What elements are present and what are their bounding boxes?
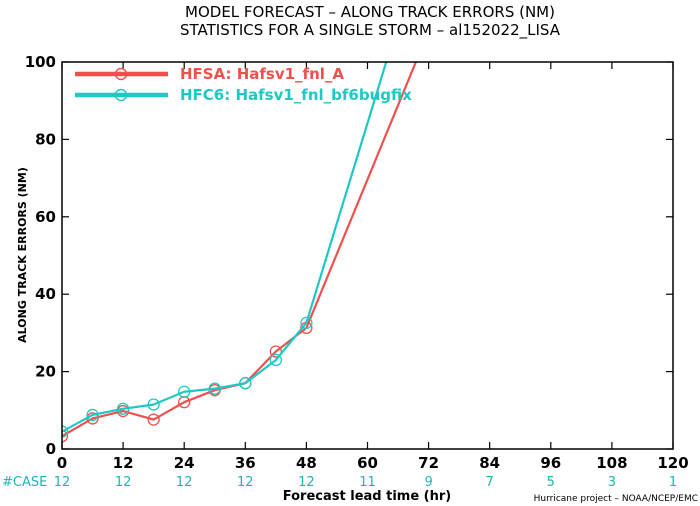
case-count: 3 [608, 475, 616, 490]
x-tick-label: 84 [479, 454, 500, 472]
x-tick-label: 108 [596, 454, 627, 472]
legend-swatch-marker [114, 88, 128, 102]
chart-subtitle: STATISTICS FOR A SINGLE STORM – al152022… [180, 21, 561, 40]
data-point [269, 345, 283, 358]
x-tick-label: 48 [296, 454, 317, 472]
data-point [116, 402, 130, 415]
legend-label: HFC6: Hafsv1_fnl_bf6bugfix [180, 86, 412, 104]
case-counts: #CASE 12 12 12 12 12 11 9 7 5 3 1 [2, 475, 677, 490]
case-count: 5 [547, 475, 555, 490]
chart-title: MODEL FORECAST – ALONG TRACK ERRORS (NM) [185, 3, 555, 21]
series-layer [62, 62, 418, 443]
series-line-1 [62, 62, 388, 433]
y-tick-label: 0 [46, 440, 56, 458]
x-ticks: 0 12 24 36 48 60 72 84 96 108 120 [57, 62, 689, 472]
case-count: 12 [54, 475, 71, 490]
case-count: 12 [237, 475, 254, 490]
y-tick-label: 20 [35, 363, 56, 381]
x-tick-label: 120 [657, 454, 688, 472]
y-axis-label: ALONG TRACK ERRORS (NM) [16, 167, 29, 343]
case-count: 11 [359, 475, 376, 490]
data-point [62, 425, 69, 438]
legend-label: HFSA: Hafsv1_fnl_A [180, 65, 344, 83]
y-tick-label: 80 [35, 130, 56, 148]
x-tick-label: 96 [540, 454, 561, 472]
x-axis-label: Forecast lead time (hr) [283, 489, 451, 504]
x-tick-label: 72 [418, 454, 439, 472]
case-count: 1 [669, 475, 677, 490]
y-ticks: 0 20 40 60 80 100 [25, 53, 673, 458]
legend-swatch-marker [114, 67, 128, 81]
x-tick-label: 12 [113, 454, 134, 472]
data-point [147, 413, 160, 426]
legend: HFSA: Hafsv1_fnl_A HFC6: Hafsv1_fnl_bf6bu… [75, 65, 412, 104]
case-label: #CASE [2, 475, 47, 490]
case-count: 9 [424, 475, 432, 490]
case-count: 12 [298, 475, 315, 490]
data-point [62, 430, 69, 443]
y-tick-label: 100 [25, 53, 56, 71]
data-point [239, 377, 252, 390]
data-point [147, 398, 160, 411]
x-tick-label: 36 [235, 454, 256, 472]
y-tick-label: 60 [35, 208, 56, 226]
y-tick-label: 40 [35, 285, 56, 303]
credit-text: Hurricane project – NOAA/NCEP/EMC [534, 494, 698, 504]
case-count: 12 [176, 475, 193, 490]
data-point [269, 353, 283, 367]
x-tick-label: 0 [57, 454, 67, 472]
case-count: 12 [115, 475, 132, 490]
x-tick-label: 24 [174, 454, 195, 472]
x-tick-label: 60 [357, 454, 378, 472]
series-line-0 [62, 62, 418, 438]
data-point [300, 316, 313, 329]
data-point [178, 385, 191, 398]
case-count: 7 [486, 475, 494, 490]
data-point [86, 408, 99, 422]
data-point [208, 382, 221, 395]
